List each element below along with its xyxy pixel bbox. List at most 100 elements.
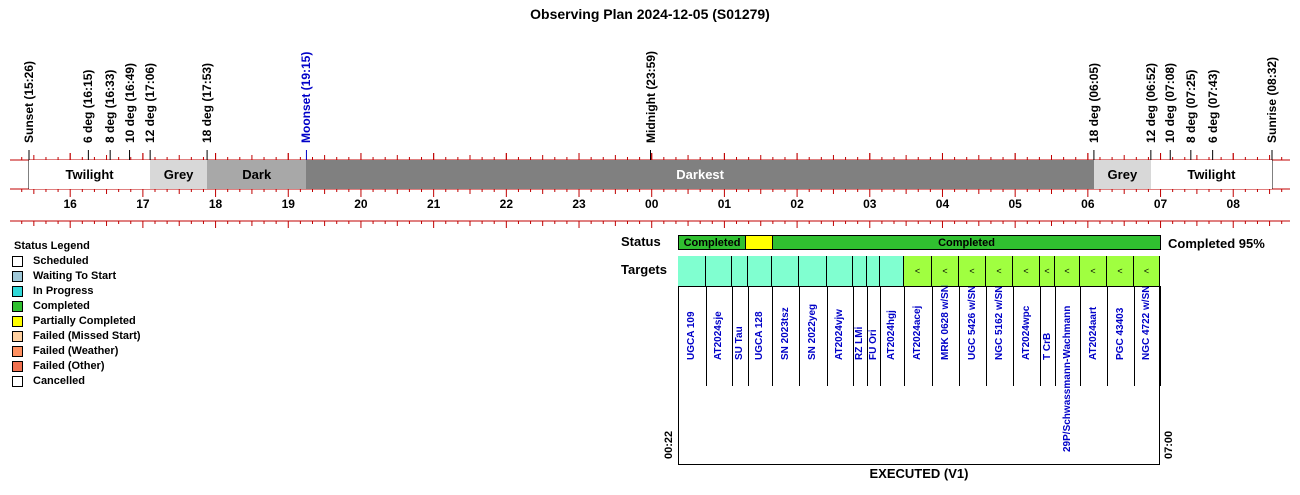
target-status-cell[interactable] <box>880 256 904 286</box>
target-status-cell[interactable]: < <box>1107 256 1134 286</box>
target-name[interactable]: AT2024wpc <box>1020 305 1032 360</box>
target-status-cell[interactable]: < <box>904 256 932 286</box>
target-name[interactable]: PGC 43403 <box>1114 307 1126 360</box>
target-status-cell[interactable] <box>799 256 827 286</box>
hour-label: 16 <box>63 197 77 211</box>
legend-item: Failed (Other) <box>12 360 105 372</box>
status-block: Completed <box>772 235 1161 250</box>
target-status-cell[interactable]: < <box>959 256 986 286</box>
legend-item: Failed (Missed Start) <box>12 330 141 342</box>
legend-swatch <box>12 255 23 267</box>
hour-label: 07 <box>1153 197 1168 211</box>
event-label: Midnight (23:59) <box>643 51 658 143</box>
hour-label: 17 <box>136 197 150 211</box>
legend-label: Failed (Weather) <box>33 345 119 357</box>
target-name[interactable]: RZ LMi <box>854 326 865 360</box>
legend-item: Scheduled <box>12 255 89 267</box>
target-name[interactable]: 29P/Schwassmann-Wachmann <box>1061 305 1073 452</box>
event-label: 8 deg (07:25) <box>1183 69 1198 143</box>
legend-swatch <box>12 270 23 282</box>
segment-grey: Grey <box>1093 160 1151 189</box>
target-status-cell[interactable]: < <box>986 256 1013 286</box>
segment-dark: Dark <box>207 160 307 189</box>
target-column <box>880 286 905 386</box>
event-label: Moonset (19:15) <box>299 51 314 143</box>
status-block <box>745 235 773 250</box>
hour-label: 06 <box>1081 197 1095 211</box>
legend-item: Failed (Weather) <box>12 345 118 357</box>
segment-twilight: Twilight <box>29 160 151 189</box>
target-status-cell[interactable]: < <box>932 256 959 286</box>
segment-twilight: Twilight <box>1150 160 1272 189</box>
target-name[interactable]: AT2024aart <box>1087 306 1099 360</box>
hour-label: 20 <box>354 197 368 211</box>
hour-label: 01 <box>717 197 732 211</box>
completion-text: Completed 95% <box>1168 236 1265 251</box>
target-name[interactable]: SN 2023tsz <box>779 307 791 360</box>
event-label: 18 deg (06:05) <box>1086 62 1101 143</box>
target-name[interactable]: UGCA 128 <box>754 311 765 360</box>
target-column <box>904 286 933 386</box>
target-status-cell[interactable]: < <box>1040 256 1055 286</box>
target-name[interactable]: T CrB <box>1041 332 1053 360</box>
target-column <box>732 286 749 386</box>
status-block: Completed <box>678 235 746 250</box>
status-label: Status <box>621 234 661 249</box>
target-status-cell[interactable] <box>827 256 853 286</box>
target-name[interactable]: FU Ori <box>867 329 879 360</box>
target-status-cell[interactable] <box>678 256 706 286</box>
hour-label: 19 <box>281 197 295 211</box>
target-column <box>1040 286 1056 386</box>
legend-swatch <box>12 360 23 372</box>
segment-grey: Grey <box>150 160 208 189</box>
target-name[interactable]: NGC 4722 w/SN <box>1141 285 1152 360</box>
target-status-cell[interactable] <box>748 256 772 286</box>
target-status-cell[interactable]: < <box>1013 256 1040 286</box>
target-name[interactable]: AT2024hgj <box>886 310 897 360</box>
target-status-cell[interactable] <box>706 256 732 286</box>
legend-item: Partially Completed <box>12 315 136 327</box>
target-name[interactable]: AT2024sje <box>713 311 724 360</box>
event-label: 10 deg (07:08) <box>1163 62 1178 143</box>
target-name[interactable]: AT2024vjw <box>834 309 845 360</box>
target-name[interactable]: SU Tau <box>734 326 745 360</box>
legend-label: Scheduled <box>33 255 89 267</box>
target-status-cell[interactable] <box>853 256 867 286</box>
legend-title: Status Legend <box>14 240 90 252</box>
target-status-cell[interactable] <box>867 256 880 286</box>
target-status-cell[interactable] <box>732 256 748 286</box>
legend-label: Completed <box>33 300 90 312</box>
plan-title: Observing Plan 2024-12-05 (S01279) <box>530 6 770 22</box>
target-name[interactable]: SN 2022yeg <box>807 303 818 360</box>
hour-label: 00 <box>645 197 659 211</box>
target-name[interactable]: UGCA 109 <box>686 311 697 360</box>
target-name[interactable]: NGC 5162 w/SN <box>993 285 1005 360</box>
hour-label: 08 <box>1226 197 1240 211</box>
target-column <box>867 286 881 386</box>
legend-label: Failed (Missed Start) <box>33 330 141 342</box>
target-name[interactable]: AT2024acej <box>912 305 923 360</box>
target-status-cell[interactable]: < <box>1134 256 1160 286</box>
end-time: 07:00 <box>1163 430 1175 459</box>
target-name[interactable]: UGC 5426 w/SN <box>966 285 978 360</box>
hour-label: 04 <box>935 197 950 211</box>
event-label: 10 deg (16:49) <box>122 62 137 143</box>
target-name[interactable]: MRK 0628 w/SN <box>939 284 951 360</box>
legend-label: Waiting To Start <box>33 270 117 282</box>
event-label: 6 deg (07:43) <box>1205 69 1220 143</box>
target-column <box>799 286 828 386</box>
hour-label: 22 <box>499 197 514 211</box>
legend-swatch <box>12 330 23 342</box>
legend-label: Failed (Other) <box>33 360 105 372</box>
target-status-cell[interactable] <box>772 256 799 286</box>
event-label: 6 deg (16:15) <box>81 69 96 143</box>
target-status-cell[interactable]: < <box>1055 256 1080 286</box>
event-label: Sunset (15:26) <box>22 60 36 143</box>
legend-swatch <box>12 345 23 357</box>
legend-label: Partially Completed <box>33 315 136 327</box>
target-column <box>1013 286 1041 386</box>
legend-item: Cancelled <box>12 375 85 387</box>
target-status-cell[interactable]: < <box>1080 256 1107 286</box>
start-time: 00:22 <box>663 430 675 459</box>
target-column <box>959 286 987 386</box>
